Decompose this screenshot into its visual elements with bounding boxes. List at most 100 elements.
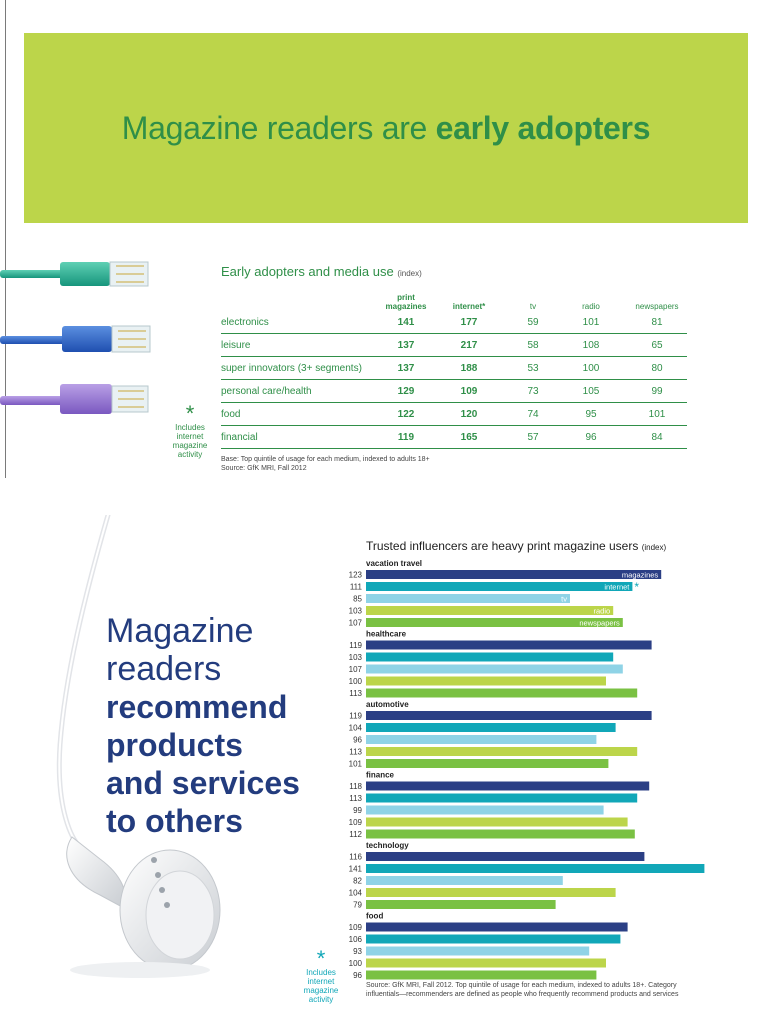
asterisk-icon: * (316, 946, 326, 971)
table-row: leisure 137 217 58 108 65 (221, 334, 687, 357)
table-cell: 105 (582, 386, 600, 397)
bar-magazines (366, 781, 650, 791)
table-row: personal care/health 129 109 73 105 99 (221, 380, 687, 403)
bar-magazines (366, 711, 652, 720)
bar-newspapers (366, 688, 638, 698)
value-label: 101 (349, 760, 363, 769)
series-label: newspapers (579, 619, 620, 628)
recommend-headline: Magazine readers recommend products and … (106, 612, 346, 840)
bar-magazines (366, 922, 628, 932)
table-cell: 96 (585, 432, 597, 443)
group-label: technology (366, 841, 409, 850)
table-row: financial 119 165 57 96 84 (221, 426, 687, 449)
table-cell: 137 (397, 363, 415, 374)
bar-magazines (366, 570, 662, 579)
table-cell: 84 (651, 432, 663, 443)
value-label: 116 (349, 853, 362, 862)
table-title-suffix: (index) (397, 269, 422, 278)
bar-internet (366, 582, 633, 591)
series-label: radio (594, 607, 611, 616)
table-cell: 120 (460, 409, 478, 420)
group-label: finance (366, 771, 395, 780)
row-label: food (221, 409, 241, 420)
series-label: internet (604, 583, 630, 592)
table-notes: Base: Top quintile of usage for each med… (221, 455, 687, 473)
bar-tv (366, 594, 570, 603)
table-row: food 122 120 74 95 101 (221, 403, 687, 426)
table-body: electronics 141 177 59 101 81 leisure 137 217 58 1… (221, 311, 687, 449)
bar-tv (366, 664, 623, 674)
group-label: healthcare (366, 630, 407, 639)
value-label: 113 (349, 794, 362, 803)
table-cell: 188 (460, 363, 478, 374)
internet-asterisk-note: * Includes internet magazine activity (168, 401, 212, 460)
table-cell: 74 (527, 409, 539, 420)
headline-line-bold: and services (106, 765, 300, 801)
col-header-internet: internet* (452, 302, 486, 311)
value-label: 113 (349, 748, 362, 757)
col-header-radio: radio (582, 302, 600, 311)
row-label: electronics (221, 317, 269, 328)
value-label: 107 (349, 619, 363, 628)
row-label: personal care/health (221, 386, 312, 397)
banner-title-light: Magazine readers are (121, 109, 436, 146)
value-label: 113 (349, 689, 362, 698)
table-title: Early adopters and media use (index) (221, 264, 687, 279)
table-cell: 165 (460, 432, 478, 443)
blue-cable (0, 325, 151, 353)
table-cell: 141 (397, 317, 415, 328)
row-label: super innovators (3+ segments) (221, 363, 362, 374)
asterisk-icon: * (634, 580, 639, 594)
table-cell: 99 (651, 386, 663, 397)
value-label: 93 (353, 947, 362, 956)
chart-title-suffix: (index) (641, 543, 667, 552)
value-label: 123 (349, 571, 363, 580)
bar-radio (366, 888, 616, 897)
note-line: internet (176, 432, 204, 441)
bar-newspapers (366, 900, 556, 909)
banner-title-bold: early adopters (435, 109, 651, 146)
table-cell: 53 (527, 363, 539, 374)
value-label: 103 (349, 607, 363, 616)
value-label: 107 (349, 665, 363, 674)
value-label: 106 (349, 935, 363, 944)
series-label: tv (561, 595, 567, 604)
value-label: 96 (353, 736, 362, 745)
chart-source-note: Source: GfK MRI, Fall 2012. Top quintile… (366, 982, 679, 998)
table-base-note: Base: Top quintile of usage for each med… (221, 456, 430, 463)
note-line: Includes (175, 423, 205, 432)
bar-newspapers (366, 970, 597, 980)
value-label: 79 (353, 901, 362, 910)
note-line: activity (308, 995, 334, 1004)
headline-line: readers (106, 650, 222, 688)
earbud-icon (56, 515, 221, 978)
bar-tv (366, 735, 597, 744)
value-label: 119 (349, 641, 362, 650)
purple-cable (0, 384, 149, 414)
table-cell: 81 (651, 317, 663, 328)
asterisk-icon: * (185, 401, 195, 426)
table-row: electronics 141 177 59 101 81 (221, 311, 687, 334)
table-cell: 65 (651, 340, 663, 351)
group-label: food (366, 912, 383, 921)
table-row: super innovators (3+ segments) 137 188 53 10… (221, 357, 687, 380)
value-label: 141 (349, 865, 363, 874)
banner-title: Magazine readers are early adopters (121, 109, 651, 147)
value-label: 96 (353, 971, 362, 980)
table-cell: 100 (582, 363, 600, 374)
table-cell: 177 (460, 317, 478, 328)
note-line: activity (177, 450, 203, 459)
table-cell: 217 (460, 340, 478, 351)
table-cell: 57 (527, 432, 539, 443)
early-adopters-table: Early adopters and media use (index) pri… (221, 264, 687, 473)
bar-newspapers (366, 829, 635, 839)
chart-title-text: Trusted influencers are heavy print maga… (366, 539, 639, 553)
value-label: 100 (349, 959, 363, 968)
row-label: leisure (221, 340, 251, 351)
table-cell: 137 (397, 340, 415, 351)
table-cell: 108 (582, 340, 600, 351)
value-label: 103 (349, 653, 363, 662)
col-header-newspapers: newspapers (635, 302, 679, 311)
table-cell: 122 (397, 409, 415, 420)
bar-newspapers (366, 759, 609, 768)
